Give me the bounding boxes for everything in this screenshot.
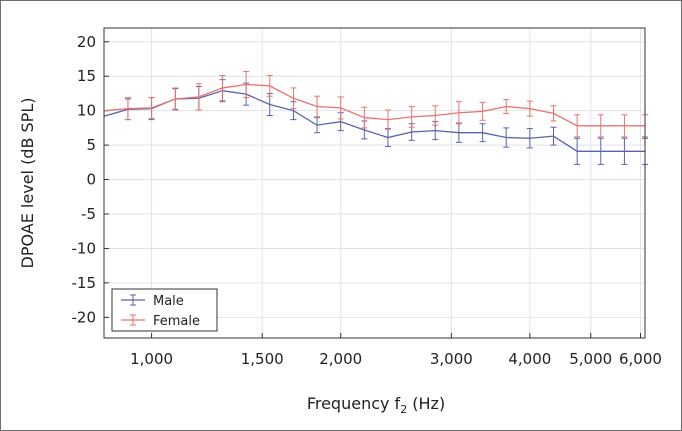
series-female bbox=[104, 70, 648, 138]
x-tick-label: 5,000 bbox=[569, 350, 612, 368]
x-tick-label: 3,000 bbox=[430, 350, 473, 368]
tick-labels: 20 15 10 5 0 -5 -10 -15 -20 1,000 1,500 2,000 3,000 4… bbox=[72, 33, 662, 368]
x-axis-title-subscript: 2 bbox=[400, 403, 407, 416]
x-tick-label: 1,000 bbox=[130, 350, 173, 368]
x-axis-title: Frequency f2 (Hz) bbox=[307, 394, 445, 416]
plot-border bbox=[103, 27, 646, 339]
y-tick-label: 20 bbox=[77, 33, 96, 51]
series-line-female bbox=[104, 83, 645, 127]
legend-swatch-male bbox=[121, 294, 145, 306]
y-tick-label: 15 bbox=[77, 67, 96, 85]
legend-label-male: Male bbox=[153, 294, 184, 309]
x-tick-label: 6,000 bbox=[619, 350, 662, 368]
y-tick-label: -5 bbox=[81, 205, 96, 223]
x-axis-title-main: Frequency f bbox=[307, 394, 401, 413]
series-line-male bbox=[104, 90, 645, 152]
legend-box bbox=[111, 288, 218, 332]
legend-swatch-female bbox=[121, 314, 145, 326]
y-tick-label: -15 bbox=[72, 274, 97, 292]
y-tick-label: 10 bbox=[77, 102, 96, 120]
plot-background bbox=[104, 28, 645, 338]
x-tick-label: 1,500 bbox=[241, 350, 284, 368]
y-axis-title: DPOAE level (dB SPL) bbox=[18, 98, 37, 269]
series-layer bbox=[104, 70, 648, 165]
y-tick-label: -20 bbox=[72, 308, 97, 326]
y-tick-label: 0 bbox=[86, 171, 96, 189]
legend: Male Female bbox=[111, 288, 218, 332]
x-tick-label: 4,000 bbox=[508, 350, 551, 368]
x-tick-label: 2,000 bbox=[319, 350, 362, 368]
y-tick-label: -10 bbox=[72, 239, 97, 257]
x-axis-title-unit: (Hz) bbox=[407, 394, 445, 413]
y-tick-label: 5 bbox=[86, 136, 96, 154]
legend-label-female: Female bbox=[153, 314, 200, 329]
